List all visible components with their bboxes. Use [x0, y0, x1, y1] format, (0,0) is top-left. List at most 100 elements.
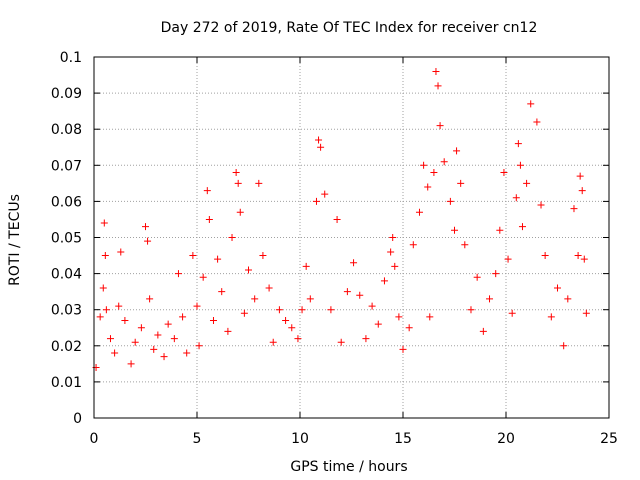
data-point — [99, 284, 107, 292]
y-tick-label: 0.09 — [51, 86, 82, 102]
data-point — [265, 284, 273, 292]
x-tick-label: 5 — [193, 431, 202, 447]
data-point — [574, 252, 582, 260]
data-point — [302, 262, 310, 270]
data-point — [368, 302, 376, 310]
data-point — [144, 237, 152, 245]
data-point — [106, 335, 114, 343]
y-tick-label: 0.1 — [60, 50, 82, 66]
data-point — [356, 291, 364, 299]
data-point — [432, 67, 440, 75]
x-tick-label: 20 — [497, 431, 515, 447]
data-point — [317, 143, 325, 151]
data-point — [541, 252, 549, 260]
y-tick-label: 0.02 — [51, 339, 82, 355]
data-point — [564, 295, 572, 303]
data-point — [486, 295, 494, 303]
data-point — [527, 100, 535, 108]
grid-lines — [94, 57, 609, 418]
data-point — [102, 306, 110, 314]
data-point — [580, 255, 588, 263]
data-point — [343, 288, 351, 296]
data-point — [409, 241, 417, 249]
data-point — [516, 161, 524, 169]
data-points — [92, 67, 590, 371]
y-axis-ticks: 0 0.01 0.02 0.03 0.04 0.05 0.06 0.07 0.08 0.09 0.1 — [51, 50, 609, 427]
data-point — [131, 338, 139, 346]
data-point — [312, 197, 320, 205]
data-point — [440, 158, 448, 166]
data-point — [514, 140, 522, 148]
data-point — [203, 187, 211, 195]
data-point — [259, 252, 267, 260]
data-point — [111, 349, 119, 357]
data-point — [560, 342, 568, 350]
data-point — [101, 252, 109, 260]
data-point — [399, 345, 407, 353]
y-axis-label: ROTI / TECUs — [7, 194, 23, 286]
data-point — [350, 259, 358, 267]
data-point — [426, 313, 434, 321]
data-point — [496, 226, 504, 234]
data-point — [362, 335, 370, 343]
x-axis-ticks: 0 5 10 15 20 25 — [90, 57, 618, 447]
data-point — [333, 215, 341, 223]
data-point — [420, 161, 428, 169]
data-point — [193, 302, 201, 310]
data-point — [518, 223, 526, 231]
y-tick-label: 0 — [73, 411, 82, 427]
data-point — [479, 327, 487, 335]
chart-title: Day 272 of 2019, Rate Of TEC Index for r… — [161, 20, 538, 36]
data-point — [146, 295, 154, 303]
plot-frame — [93, 56, 610, 419]
data-point — [504, 255, 512, 263]
data-point — [405, 324, 413, 332]
data-point — [415, 208, 423, 216]
data-point — [523, 179, 531, 187]
data-point — [189, 252, 197, 260]
data-point — [533, 118, 541, 126]
x-tick-label: 10 — [291, 431, 309, 447]
data-point — [234, 179, 242, 187]
data-point — [154, 331, 162, 339]
data-point — [473, 273, 481, 281]
x-tick-label: 25 — [600, 431, 618, 447]
y-tick-label: 0.07 — [51, 158, 82, 174]
data-point — [232, 169, 240, 177]
data-point — [461, 241, 469, 249]
y-tick-label: 0.01 — [51, 375, 82, 391]
data-point — [582, 309, 590, 317]
data-point — [451, 226, 458, 234]
data-point — [115, 302, 123, 310]
data-point — [240, 309, 248, 317]
data-point — [327, 306, 335, 314]
data-point — [395, 313, 403, 321]
data-point — [457, 179, 465, 187]
data-point — [537, 201, 545, 209]
x-tick-label: 15 — [394, 431, 412, 447]
data-point — [282, 317, 290, 325]
data-point — [214, 255, 222, 263]
data-point — [199, 273, 207, 281]
data-point — [578, 187, 586, 195]
data-point — [170, 335, 178, 343]
data-point — [127, 360, 135, 368]
data-point — [315, 136, 323, 144]
data-point — [137, 324, 145, 332]
data-point — [337, 338, 345, 346]
data-point — [150, 345, 158, 353]
data-point — [236, 208, 244, 216]
data-point — [430, 169, 438, 177]
data-point — [195, 342, 203, 350]
data-point — [492, 270, 500, 278]
data-point — [306, 295, 314, 303]
data-point — [179, 313, 187, 321]
data-point — [389, 234, 397, 241]
data-point — [391, 262, 399, 270]
data-point — [570, 205, 578, 213]
data-point — [269, 338, 277, 346]
data-point — [160, 353, 168, 361]
data-point — [298, 306, 306, 314]
data-point — [275, 306, 283, 314]
